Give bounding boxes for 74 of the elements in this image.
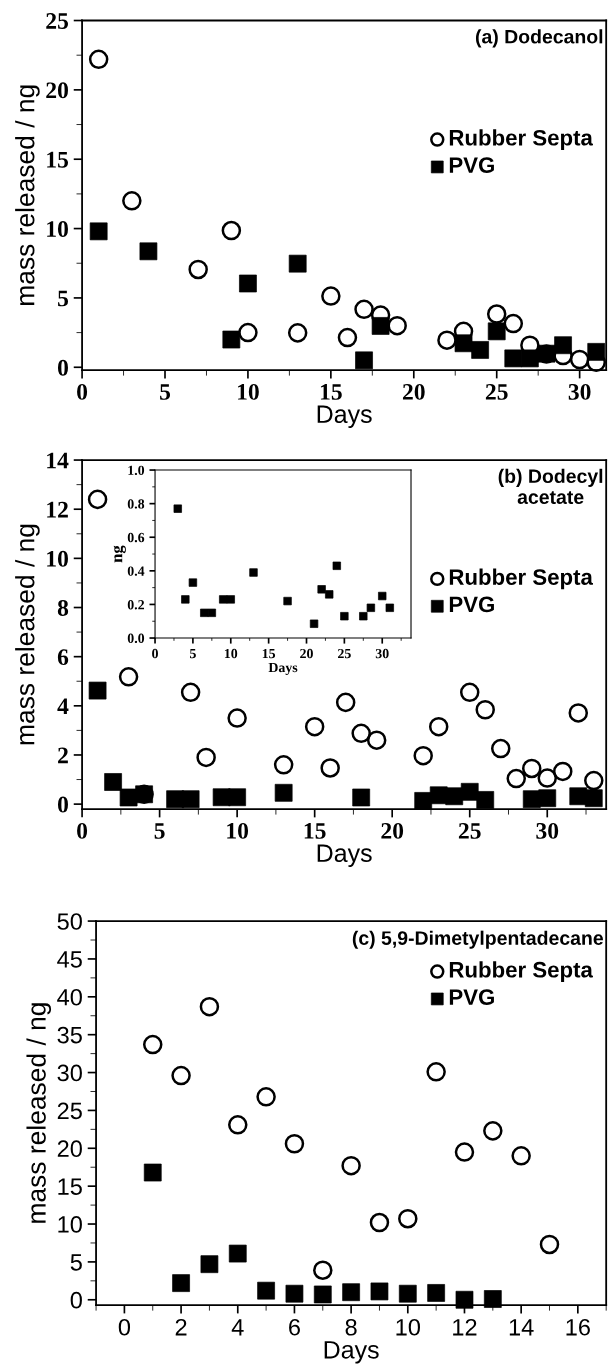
x-axis-title: Days <box>317 844 372 867</box>
x-tick-label: 4 <box>231 1319 244 1336</box>
x-tick-label: 25 <box>458 822 481 839</box>
y-tick-label: 0 <box>70 1291 82 1309</box>
y-tick-label: 5 <box>58 290 69 307</box>
y-tick-label: 50 <box>57 913 82 930</box>
y-tick-label: 0.6 <box>127 532 145 543</box>
y-axis-title: mass released / ng <box>15 85 40 305</box>
x-tick-label: 15 <box>304 823 326 839</box>
x-tick-label: 25 <box>485 383 508 400</box>
legend-label: Rubber Septa <box>449 129 593 151</box>
y-tick-label: 30 <box>57 1064 82 1082</box>
y-axis-title: mass released / ng <box>15 524 40 745</box>
x-tick-label: 10 <box>224 648 238 659</box>
y-tick-label: 8 <box>57 600 69 616</box>
y-tick-label: 10 <box>47 550 68 567</box>
chart-title: (a) Dodecanol <box>475 29 603 48</box>
y-tick-label: 10 <box>47 221 68 237</box>
x-tick-label: 16 <box>566 1318 590 1336</box>
y-tick-label: 1.0 <box>128 465 145 476</box>
y-tick-label: 40 <box>57 988 82 1006</box>
x-axis-title: Days <box>317 405 372 428</box>
y-tick-label: 45 <box>57 951 82 968</box>
y-tick-label: 15 <box>58 1178 82 1195</box>
x-tick-label: 15 <box>262 648 276 659</box>
legend-label: PVG <box>449 989 494 1005</box>
x-tick-label: 20 <box>381 822 404 839</box>
x-tick-label: 12 <box>453 1318 477 1336</box>
chart-title: (c) 5,9-Dimetylpentadecane <box>352 930 603 949</box>
y-tick-label: 20 <box>57 1140 82 1158</box>
x-axis-title: Days <box>268 662 298 676</box>
x-tick-label: 6 <box>289 1318 300 1336</box>
x-tick-label: 10 <box>396 1318 421 1336</box>
x-tick-label: 8 <box>345 1318 357 1336</box>
y-axis-title: ng <box>113 545 126 563</box>
y-tick-label: 2 <box>58 747 68 764</box>
legend-label: Rubber Septa <box>449 568 593 590</box>
x-axis-title: Days <box>324 1341 379 1364</box>
x-tick-label: 0 <box>152 648 158 659</box>
y-tick-label: 5 <box>70 1254 82 1271</box>
y-axis-title: mass released / ng <box>26 1003 52 1223</box>
y-tick-label: 15 <box>47 151 69 168</box>
y-tick-label: 35 <box>57 1026 82 1044</box>
y-tick-label: 10 <box>58 1216 82 1233</box>
y-tick-label: 0.8 <box>127 499 145 509</box>
y-tick-label: 14 <box>47 452 69 469</box>
x-tick-label: 10 <box>238 383 259 400</box>
x-tick-label: 30 <box>536 822 559 839</box>
x-tick-label: 30 <box>375 648 389 659</box>
y-tick-label: 12 <box>47 501 68 518</box>
y-tick-label: 20 <box>46 82 68 99</box>
y-tick-label: 4 <box>57 698 69 715</box>
y-tick-label: 25 <box>46 13 69 29</box>
x-tick-label: 2 <box>175 1318 187 1336</box>
x-tick-label: 15 <box>320 384 342 400</box>
y-tick-label: 0.2 <box>127 600 145 610</box>
x-tick-label: 25 <box>338 648 351 659</box>
x-tick-label: 5 <box>154 823 165 839</box>
text: (b) Dodecyl acetate <box>498 468 603 505</box>
y-tick-label: 0 <box>57 359 68 376</box>
x-tick-label: 5 <box>189 648 196 659</box>
legend-label: PVG <box>449 596 494 613</box>
legend-label: Rubber Septa <box>449 961 593 982</box>
y-tick-label: 0.4 <box>127 566 145 576</box>
x-tick-label: 10 <box>227 822 249 839</box>
x-tick-label: 30 <box>568 383 591 400</box>
x-tick-label: 5 <box>160 384 171 400</box>
x-tick-label: 14 <box>509 1319 534 1336</box>
x-tick-label: 20 <box>402 383 425 400</box>
y-tick-label: 0 <box>57 796 68 813</box>
x-tick-label: 20 <box>300 648 313 659</box>
legend-label: PVG <box>449 157 494 173</box>
y-tick-label: 25 <box>57 1102 82 1120</box>
y-tick-label: 0.0 <box>127 633 145 644</box>
